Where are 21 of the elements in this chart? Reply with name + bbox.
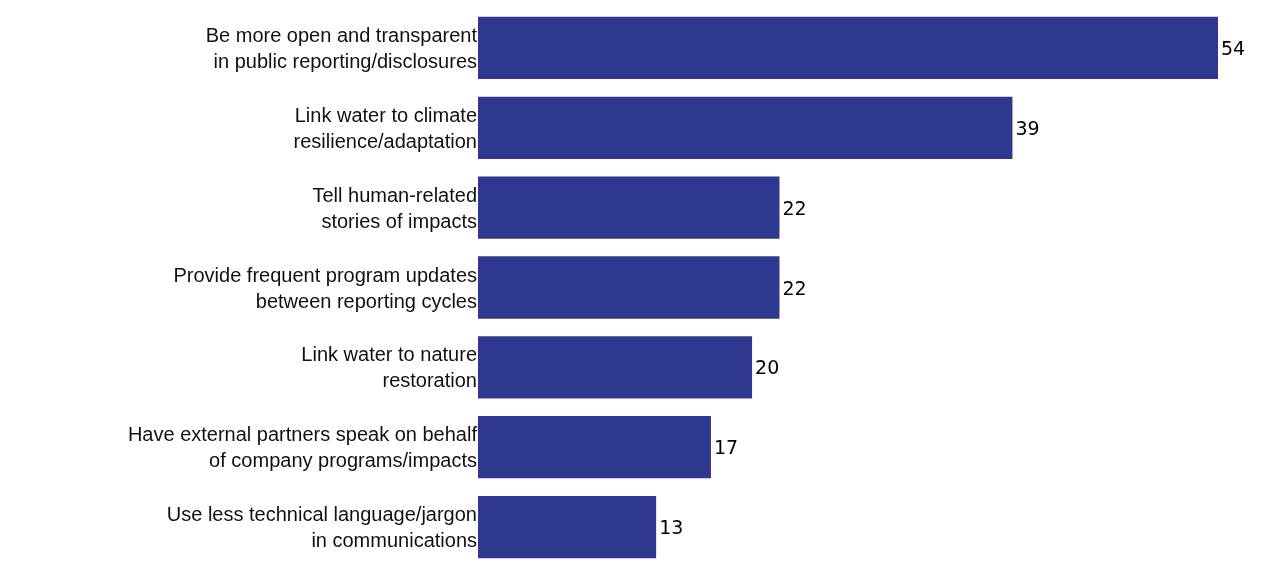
y-tick-label: Use less technical language/jargon in communications bbox=[166, 503, 477, 552]
data-label: 22 bbox=[782, 196, 807, 219]
y-tick-label: Provide frequent program updates between reporting cycles bbox=[173, 263, 477, 312]
data-label: 13 bbox=[659, 516, 684, 539]
y-tick-label: Be more open and transparent in public reporting/disclosures bbox=[205, 23, 478, 72]
bar bbox=[478, 16, 1218, 80]
bar bbox=[478, 176, 780, 239]
bar bbox=[478, 96, 1013, 159]
data-label: 39 bbox=[1015, 116, 1040, 139]
bar bbox=[478, 495, 657, 559]
y-tick-label: Link water to nature restoration bbox=[301, 343, 477, 392]
bar bbox=[478, 336, 753, 399]
data-label: 54 bbox=[1221, 36, 1246, 59]
y-tick-label: Link water to climate resilience/adaptation bbox=[293, 103, 477, 152]
data-label: 20 bbox=[755, 356, 780, 379]
y-tick-label: Tell human-related stories of impacts bbox=[312, 183, 477, 232]
data-label: 22 bbox=[782, 276, 807, 299]
y-tick-label: Have external partners speak on behalf of company programs/impacts bbox=[127, 423, 478, 472]
bar bbox=[478, 416, 711, 479]
bar bbox=[478, 256, 780, 319]
data-label: 17 bbox=[713, 436, 739, 459]
